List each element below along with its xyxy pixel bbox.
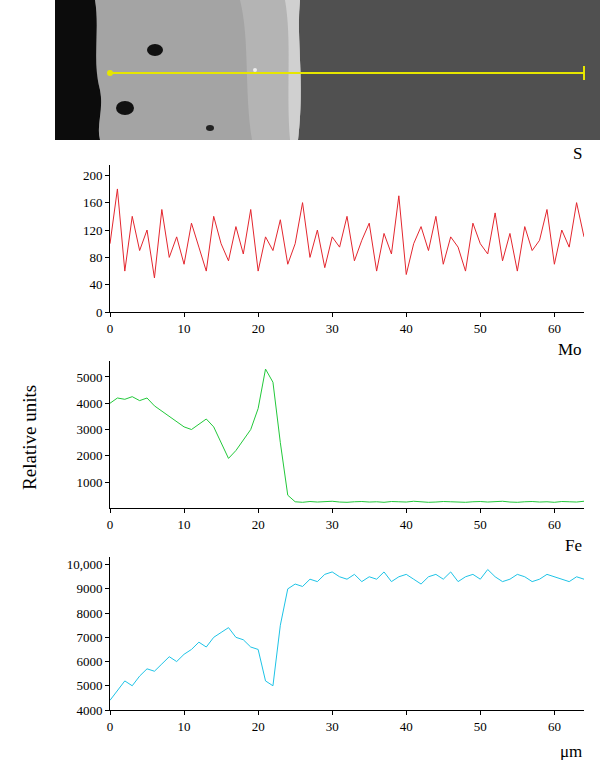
svg-text:4000: 4000 <box>76 703 102 718</box>
svg-text:40: 40 <box>400 517 413 532</box>
svg-text:60: 60 <box>548 719 561 734</box>
svg-text:5000: 5000 <box>76 370 102 385</box>
svg-text:7000: 7000 <box>76 630 102 645</box>
svg-text:0: 0 <box>107 517 114 532</box>
svg-text:Mo: Mo <box>558 340 582 359</box>
svg-text:30: 30 <box>326 321 339 336</box>
svg-text:6000: 6000 <box>76 654 102 669</box>
svg-text:200: 200 <box>83 168 103 183</box>
svg-text:160: 160 <box>83 195 103 210</box>
svg-text:0: 0 <box>107 321 114 336</box>
svg-text:9000: 9000 <box>76 581 102 596</box>
svg-text:10: 10 <box>178 719 191 734</box>
svg-text:50: 50 <box>474 321 487 336</box>
svg-text:Fe: Fe <box>565 536 582 555</box>
svg-text:30: 30 <box>326 719 339 734</box>
svg-text:60: 60 <box>548 321 561 336</box>
svg-text:10: 10 <box>178 517 191 532</box>
svg-text:10,000: 10,000 <box>67 557 103 572</box>
svg-text:20: 20 <box>252 517 265 532</box>
svg-text:4000: 4000 <box>76 396 102 411</box>
svg-text:2000: 2000 <box>76 448 102 463</box>
svg-text:120: 120 <box>83 223 103 238</box>
svg-text:50: 50 <box>474 517 487 532</box>
svg-text:8000: 8000 <box>76 606 102 621</box>
svg-text:40: 40 <box>89 277 102 292</box>
svg-text:3000: 3000 <box>76 422 102 437</box>
svg-text:60: 60 <box>548 517 561 532</box>
svg-text:20: 20 <box>252 719 265 734</box>
svg-text:50: 50 <box>474 719 487 734</box>
svg-text:1000: 1000 <box>76 475 102 490</box>
svg-text:10: 10 <box>178 321 191 336</box>
svg-text:S: S <box>573 144 582 163</box>
svg-text:40: 40 <box>400 321 413 336</box>
svg-text:Relative units: Relative units <box>19 385 40 490</box>
svg-text:30: 30 <box>326 517 339 532</box>
svg-text:0: 0 <box>107 719 114 734</box>
svg-text:20: 20 <box>252 321 265 336</box>
svg-text:40: 40 <box>400 719 413 734</box>
svg-text:0: 0 <box>96 305 103 320</box>
svg-text:5000: 5000 <box>76 678 102 693</box>
svg-text:μm: μm <box>560 742 582 760</box>
svg-text:80: 80 <box>89 250 102 265</box>
